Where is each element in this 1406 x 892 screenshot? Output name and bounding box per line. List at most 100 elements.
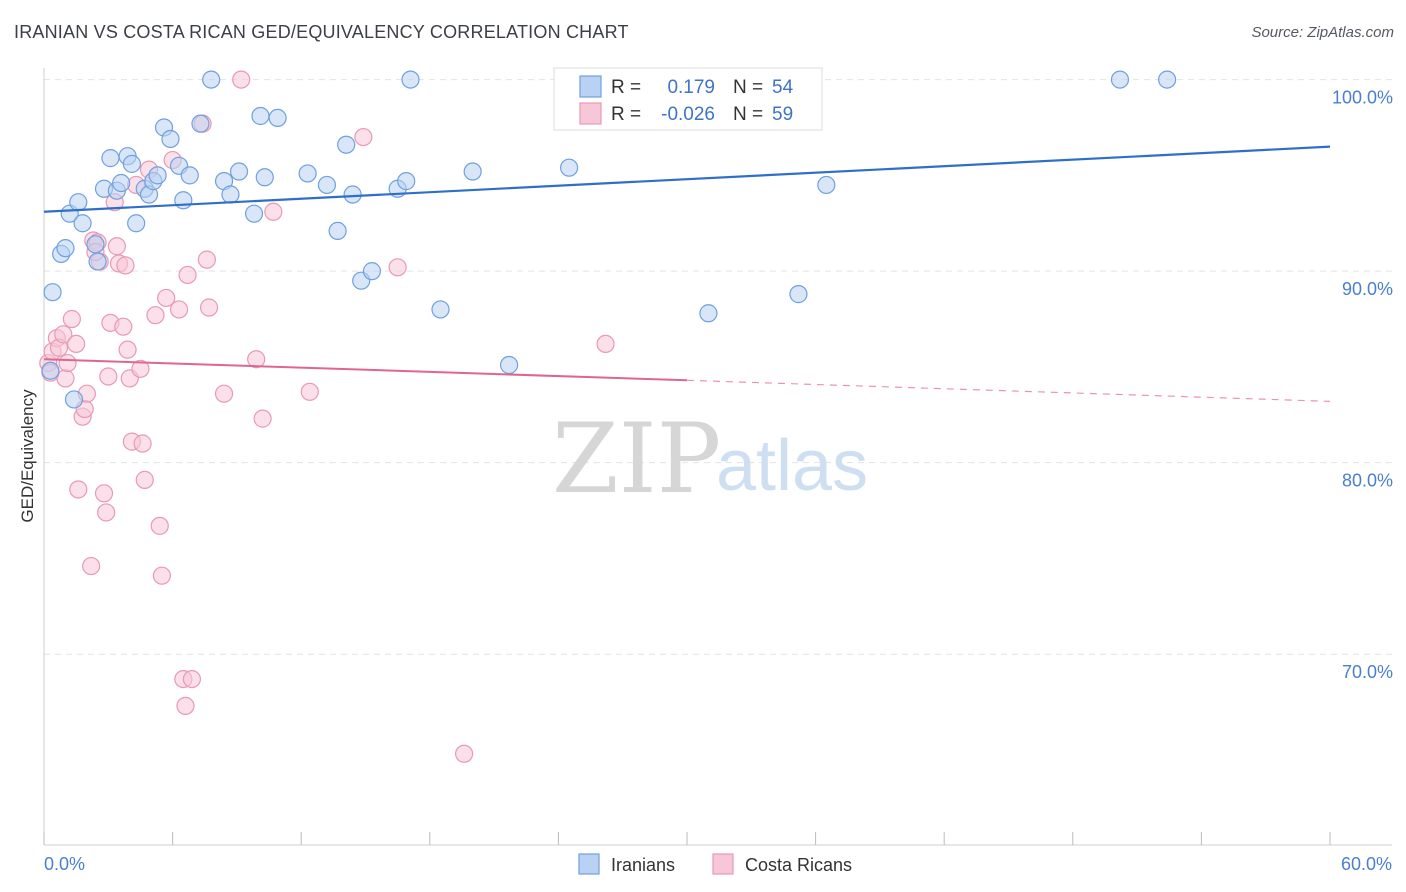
costa-rican-point xyxy=(182,669,201,689)
legend-swatch-pink xyxy=(579,102,602,125)
costa-rican-point xyxy=(300,382,319,401)
costa-rican-trend-line xyxy=(43,358,688,382)
costa-rican-point xyxy=(99,367,118,386)
iranian-point xyxy=(88,252,107,271)
x-tick-label-max: 60.0% xyxy=(1341,854,1392,874)
iranian-point xyxy=(343,185,362,204)
costa-rican-point xyxy=(94,484,114,503)
costa-rican-point xyxy=(54,325,73,344)
x-axis-ticks xyxy=(43,832,1331,845)
iranian-point xyxy=(101,149,120,168)
costa-rican-point xyxy=(169,300,189,319)
watermark-atlas: atlas xyxy=(716,426,868,506)
costa-rican-point xyxy=(107,237,126,256)
grid-lines xyxy=(44,79,1392,655)
iranian-point xyxy=(560,158,579,177)
costa-rican-point xyxy=(388,258,407,277)
costa-rican-point xyxy=(116,256,135,275)
iranian-point xyxy=(463,162,482,181)
legend-n-value-1: 54 xyxy=(772,77,794,98)
iranian-point xyxy=(64,390,84,409)
iranian-point xyxy=(73,214,92,233)
legend-r-label-1: R = xyxy=(611,77,641,98)
iranian-point xyxy=(43,283,62,302)
costa-rican-point xyxy=(214,384,234,403)
iranian-point xyxy=(699,304,718,323)
legend-r-label-2: R = xyxy=(611,104,641,125)
series-label-costa-ricans: Costa Ricans xyxy=(745,855,852,875)
y-tick-label: 70.0% xyxy=(1342,662,1393,682)
trend-lines xyxy=(43,145,1331,402)
iranian-point xyxy=(244,204,264,223)
costa-rican-point xyxy=(82,556,101,576)
iranian-point xyxy=(268,108,287,128)
costa-rican-points xyxy=(39,70,615,763)
iranian-point xyxy=(86,235,105,254)
costa-rican-point xyxy=(118,340,137,359)
iranian-point xyxy=(500,355,519,375)
costa-rican-point xyxy=(152,566,171,585)
iranian-point xyxy=(328,221,347,241)
costa-rican-point xyxy=(150,516,169,535)
iranian-point xyxy=(161,129,180,149)
y-tick-label: 100.0% xyxy=(1332,88,1393,108)
iranian-point xyxy=(401,70,420,89)
iranian-point xyxy=(431,300,450,319)
iranian-point xyxy=(221,185,240,204)
iranian-point xyxy=(69,193,88,212)
costa-rican-point xyxy=(157,288,176,308)
iranian-point xyxy=(112,173,131,193)
costa-rican-point xyxy=(253,409,272,428)
iranian-point xyxy=(789,285,808,304)
iranian-point xyxy=(1110,70,1130,89)
source-label: Source: ZipAtlas.com xyxy=(1251,24,1394,41)
iranian-point xyxy=(41,361,60,380)
iranian-points xyxy=(41,70,1177,409)
watermark-zip: ZIP xyxy=(552,403,721,515)
costa-rican-point xyxy=(58,353,77,373)
series-swatch-iranians xyxy=(578,853,600,875)
costa-rican-point xyxy=(135,470,154,489)
costa-rican-point xyxy=(69,480,88,499)
iranian-point xyxy=(127,214,146,233)
costa-rican-point xyxy=(133,434,152,453)
iranian-point xyxy=(148,166,167,185)
series-legend: Iranians Costa Ricans xyxy=(578,853,852,875)
costa-rican-trend-line-extension xyxy=(686,379,1331,402)
iranian-point xyxy=(229,162,249,181)
iranian-point xyxy=(397,172,416,191)
costa-rican-point xyxy=(178,265,197,285)
costa-rican-point xyxy=(454,744,474,763)
costa-rican-point xyxy=(596,334,615,354)
iranian-point xyxy=(56,239,75,258)
legend-r-value-2: -0.026 xyxy=(661,104,715,125)
costa-rican-point xyxy=(146,306,165,325)
costa-rican-point xyxy=(114,317,133,336)
costa-rican-point xyxy=(67,334,86,354)
iranian-point xyxy=(337,135,356,154)
iranian-point xyxy=(255,168,274,187)
costa-rican-point xyxy=(176,696,195,716)
y-tick-label: 90.0% xyxy=(1342,279,1393,299)
legend-n-value-2: 59 xyxy=(772,104,793,125)
watermark: ZIP atlas xyxy=(552,403,868,515)
legend-n-label-2: N = xyxy=(733,104,763,125)
costa-rican-point xyxy=(199,298,219,317)
chart-title: IRANIAN VS COSTA RICAN GED/EQUIVALENCY C… xyxy=(14,22,629,42)
series-label-iranians: Iranians xyxy=(611,855,675,875)
series-swatch-costa-ricans xyxy=(712,853,734,875)
iranian-point xyxy=(191,114,210,133)
legend-n-label-1: N = xyxy=(733,77,763,98)
iranian-point xyxy=(362,262,382,281)
iranian-point xyxy=(251,106,270,126)
y-axis-title: GED/Equivalency xyxy=(18,389,37,523)
iranian-point xyxy=(1158,70,1177,89)
costa-rican-point xyxy=(97,503,116,522)
costa-rican-point xyxy=(232,70,251,89)
costa-rican-point xyxy=(264,202,283,221)
costa-rican-point xyxy=(247,350,266,369)
iranian-point xyxy=(817,175,836,195)
correlation-legend: R = 0.179 N = 54 R = -0.026 N = 59 xyxy=(553,67,823,131)
axes xyxy=(43,68,1392,846)
iranian-point xyxy=(202,70,221,89)
